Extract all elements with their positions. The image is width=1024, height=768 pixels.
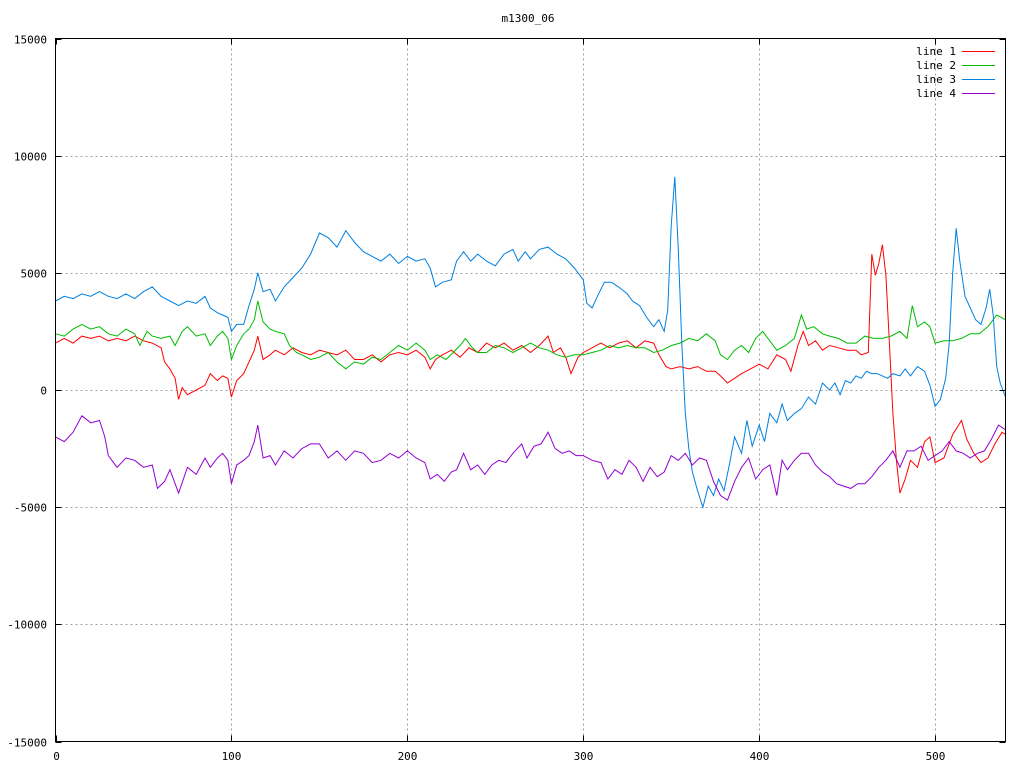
axis-ticks: -15000 -10000 -5000 0 5000 10000 15000 0 100 200 3… (7, 34, 1006, 763)
y-tick-label: 10000 (14, 151, 47, 164)
legend-label-1: line 1 (916, 45, 956, 58)
legend-label-2: line 2 (916, 59, 956, 72)
series-line-1 (55, 244, 1006, 494)
legend-label-3: line 3 (916, 73, 956, 86)
y-tick-label: -10000 (7, 619, 47, 632)
y-tick-label: 15000 (14, 34, 47, 47)
x-tick-label: 200 (398, 750, 418, 763)
chart-title: m1300_06 (502, 12, 555, 25)
x-tick-label: 400 (750, 750, 770, 763)
x-tick-label: 500 (926, 750, 946, 763)
y-tick-label: -15000 (7, 737, 47, 750)
x-tick-label: 100 (222, 750, 242, 763)
series-group (55, 176, 1006, 510)
y-tick-label: 0 (40, 385, 47, 398)
x-tick-label: 0 (53, 750, 60, 763)
y-tick-label: -5000 (14, 502, 47, 515)
y-tick-label: 5000 (21, 268, 48, 281)
series-line-2 (55, 300, 1006, 370)
series-line-3 (55, 176, 1006, 510)
x-tick-label: 300 (574, 750, 594, 763)
series-line-4 (55, 415, 1006, 501)
grid (55, 38, 1006, 742)
legend-label-4: line 4 (916, 87, 956, 100)
